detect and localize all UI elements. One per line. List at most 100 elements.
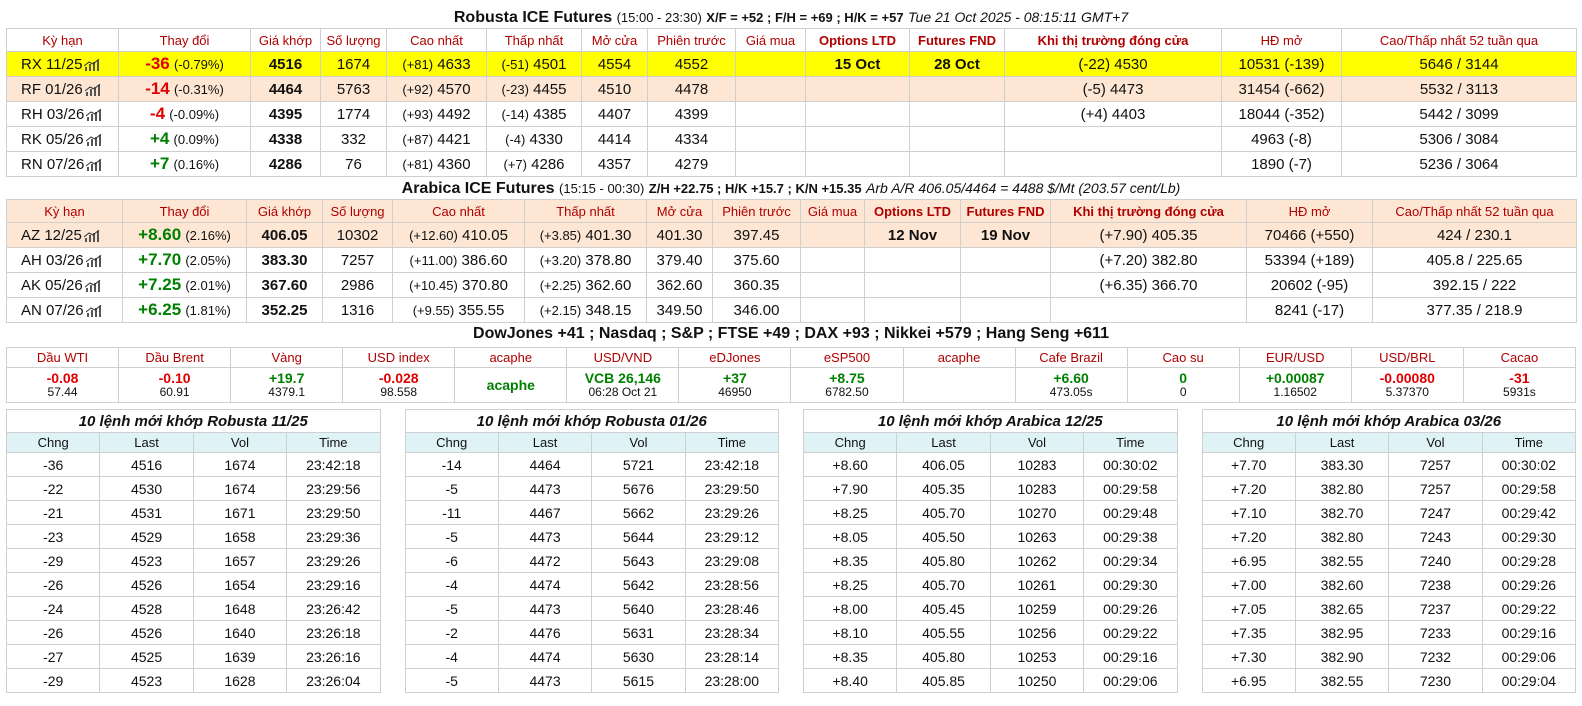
market-cell[interactable]: +37 46950 [678, 367, 792, 403]
column-header: Khi thị trường đóng cửa [1004, 28, 1222, 52]
trade-cell: 405.85 [896, 668, 991, 693]
futures-fnd-cell [909, 76, 1005, 102]
prev-cell: 4399 [647, 101, 736, 127]
market-cell[interactable]: +0.00087 1.16502 [1238, 367, 1352, 403]
market-value: 473.05s [1049, 385, 1093, 399]
contract-code: RK 05/26 [21, 130, 84, 148]
options-ltd-cell: 12 Nov [864, 222, 961, 248]
chart-icon[interactable] [86, 158, 102, 171]
change-percent: (2.05%) [185, 253, 231, 268]
contract-cell[interactable]: RH 03/26 [6, 101, 119, 127]
contract-cell[interactable]: AH 03/26 [6, 247, 123, 273]
bid-cell [735, 101, 806, 127]
contract-cell[interactable]: RF 01/26 [6, 76, 119, 102]
trade-row: -26 4526 1654 23:29:16 [5, 572, 381, 597]
low-delta: (+2.15) [539, 302, 582, 318]
change-cell: +7 (0.16%) [118, 151, 251, 177]
trade-row: +6.95 382.55 7240 00:29:28 [1201, 548, 1577, 573]
market-cell[interactable]: -0.10 60.91 [118, 367, 232, 403]
high-cell: (+11.00) 386.60 [392, 247, 525, 273]
market-header: Cao su [1126, 347, 1240, 368]
trade-row: -29 4523 1657 23:29:26 [5, 548, 381, 573]
contract-cell[interactable]: RX 11/25 [6, 51, 119, 77]
chart-icon[interactable] [84, 83, 101, 96]
chart-icon[interactable] [84, 279, 101, 292]
trade-cell: +8.10 [802, 620, 898, 645]
market-cell[interactable]: acaphe [454, 367, 568, 403]
low-value: 4385 [533, 105, 567, 123]
trade-cell: 382.80 [1294, 524, 1390, 549]
trade-cell: 4523 [99, 548, 194, 573]
low-value: 401.30 [585, 226, 632, 244]
trade-row: +8.10 405.55 10256 00:29:22 [802, 620, 1178, 645]
market-value: 4379.1 [268, 385, 305, 399]
trade-row: +8.40 405.85 10250 00:29:06 [802, 668, 1178, 693]
low-value: 4455 [533, 80, 567, 98]
chart-icon[interactable] [85, 254, 102, 267]
market-cell[interactable]: -31 5931s [1462, 367, 1577, 403]
trade-cell: 00:29:48 [1083, 500, 1178, 525]
contract-code: RH 03/26 [21, 105, 85, 123]
high-value: 355.55 [458, 301, 505, 319]
trade-cell: 23:29:50 [684, 476, 780, 501]
market-header: Vàng [230, 347, 344, 368]
trade-cell: 10259 [989, 596, 1085, 621]
bid-cell [800, 247, 865, 273]
low-value: 4330 [529, 130, 563, 148]
trade-row: +8.35 405.80 10262 00:29:34 [802, 548, 1178, 573]
market-cell[interactable]: +19.7 4379.1 [230, 367, 344, 403]
market-change: -31 [1509, 370, 1530, 386]
chart-icon[interactable] [84, 58, 100, 71]
market-cell[interactable]: -0.028 98.558 [342, 367, 456, 403]
trade-cell: -36 [5, 452, 101, 477]
trade-row: -27 4525 1639 23:26:16 [5, 644, 381, 669]
trade-cell: 1648 [192, 596, 288, 621]
last-price: 4286 [268, 155, 303, 173]
trade-cell: 5640 [591, 596, 686, 621]
market-cell[interactable]: VCB 26,146 06:28 Oct 21 [566, 367, 680, 403]
market-cell[interactable]: -0.08 57.44 [5, 367, 120, 403]
options-ltd-cell [805, 76, 910, 102]
trade-cell: 382.60 [1294, 572, 1390, 597]
contract-cell[interactable]: AK 05/26 [6, 272, 123, 298]
change-percent: (2.01%) [185, 278, 231, 293]
open-cell: 4357 [581, 151, 648, 177]
open-cell: 349.50 [646, 297, 713, 323]
prev-cell: 4279 [647, 151, 736, 177]
contract-cell[interactable]: AZ 12/25 [6, 222, 123, 248]
contract-cell[interactable]: AN 07/26 [6, 297, 123, 323]
chart-icon[interactable] [85, 133, 102, 146]
robusta-session: (15:00 - 23:30) [616, 10, 702, 25]
trade-cell: -6 [404, 548, 499, 573]
chart-icon[interactable] [86, 108, 102, 121]
last-price-cell: 4338 [250, 126, 321, 152]
market-cell[interactable]: +8.75 6782.50 [790, 367, 904, 403]
trade-cell: -23 [5, 524, 101, 549]
market-cell[interactable]: +6.60 473.05s [1014, 367, 1128, 403]
trade-cell: -5 [404, 524, 499, 549]
futures-fnd-cell [960, 297, 1051, 323]
contract-cell[interactable]: RK 05/26 [6, 126, 119, 152]
volume-cell: 76 [320, 151, 387, 177]
market-cell[interactable]: -0.00080 5.37370 [1350, 367, 1464, 403]
column-header: Mở cửa [581, 28, 648, 52]
robusta-title-bar: Robusta ICE Futures (15:00 - 23:30) X/F … [6, 6, 1576, 28]
contract-cell[interactable]: RN 07/26 [6, 151, 119, 177]
chart-icon[interactable] [83, 229, 100, 242]
last-price-cell: 4395 [250, 101, 321, 127]
chart-icon[interactable] [85, 304, 102, 317]
range-52w-cell: 5532 / 3113 [1341, 76, 1577, 102]
trade-cell: 4526 [99, 572, 194, 597]
trade-row: -2 4476 5631 23:28:34 [404, 620, 780, 645]
trade-cell: +7.20 [1201, 524, 1296, 549]
change-value: -36 [145, 54, 170, 73]
market-cell[interactable] [902, 367, 1016, 403]
trade-cell: 00:29:16 [1481, 620, 1577, 645]
high-cell: (+92) 4570 [386, 76, 487, 102]
trade-cell: 23:29:26 [286, 548, 381, 573]
low-delta: (+3.20) [539, 252, 582, 268]
trade-row: +7.05 382.65 7237 00:29:22 [1201, 596, 1577, 621]
trade-cell: 10256 [989, 620, 1085, 645]
trade-cell: 00:30:02 [1083, 452, 1178, 477]
